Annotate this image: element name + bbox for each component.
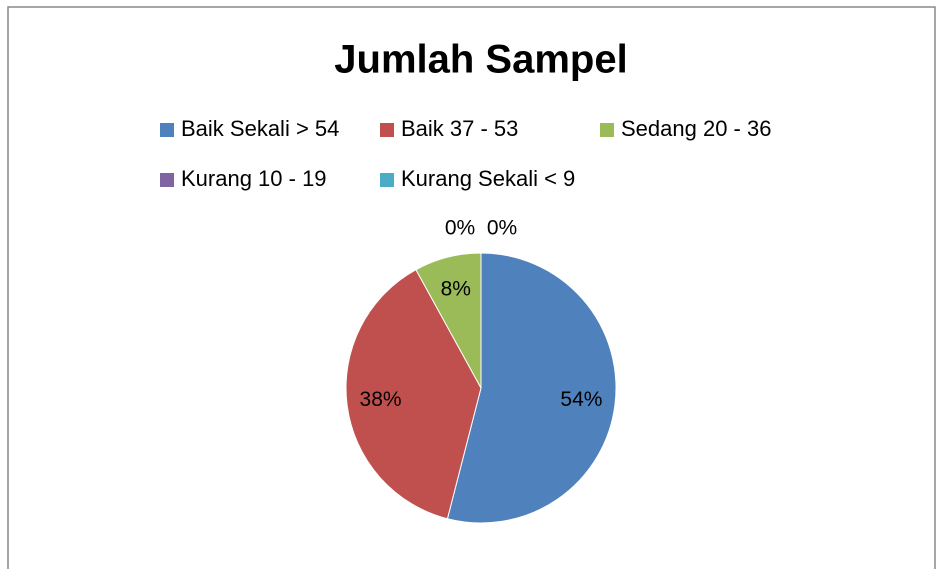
legend-label: Kurang 10 - 19 bbox=[181, 166, 327, 191]
data-label: 8% bbox=[441, 277, 471, 300]
legend-swatch bbox=[160, 123, 174, 137]
legend-swatch bbox=[600, 123, 614, 137]
data-label: 38% bbox=[360, 388, 402, 411]
chart-title: Jumlah Sampel bbox=[334, 38, 627, 82]
legend-swatch bbox=[380, 123, 394, 137]
legend-label: Sedang 20 - 36 bbox=[621, 116, 771, 141]
legend-label: Baik 37 - 53 bbox=[401, 116, 518, 141]
legend-label: Baik Sekali > 54 bbox=[181, 116, 339, 141]
data-label: 0% bbox=[487, 217, 517, 240]
legend-swatch bbox=[380, 173, 394, 187]
legend-swatch bbox=[160, 173, 174, 187]
pie-slice bbox=[446, 252, 617, 524]
data-label: 54% bbox=[560, 388, 602, 411]
legend-label: Kurang Sekali < 9 bbox=[401, 166, 575, 191]
pie-slice bbox=[345, 269, 482, 520]
data-label: 0% bbox=[445, 217, 475, 240]
